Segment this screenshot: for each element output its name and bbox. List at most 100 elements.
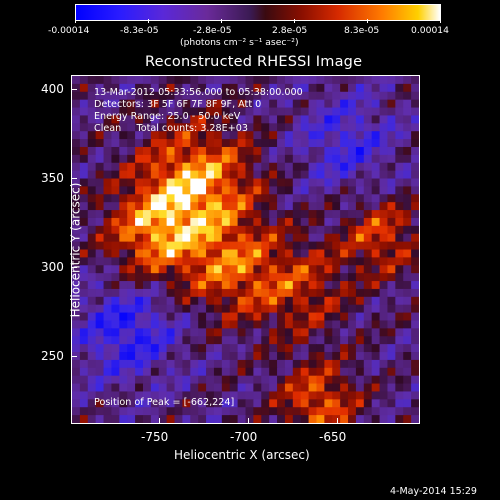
heatmap-cell	[206, 344, 215, 353]
heatmap-cell	[300, 312, 310, 321]
heatmap-cell	[269, 76, 278, 85]
heatmap-cell	[111, 336, 120, 345]
heatmap-cell	[340, 83, 349, 93]
heatmap-cell	[324, 225, 333, 235]
heatmap-cell	[166, 115, 176, 124]
heatmap-cell	[127, 273, 136, 282]
heatmap-cell	[245, 139, 254, 148]
heatmap-cell	[119, 115, 128, 124]
heatmap-cell	[269, 415, 278, 423]
heatmap-cell	[387, 383, 396, 392]
heatmap-cell	[387, 99, 396, 109]
heatmap-cell	[253, 170, 262, 180]
heatmap-cell	[213, 241, 223, 250]
heatmap-cell	[79, 131, 89, 140]
heatmap-cell	[316, 312, 325, 321]
heatmap-cell	[308, 186, 317, 195]
heatmap-cell	[182, 281, 191, 290]
heatmap-cell	[340, 162, 349, 172]
heatmap-cell	[79, 99, 89, 109]
heatmap-cell	[87, 146, 97, 156]
heatmap-cell	[174, 99, 183, 109]
heatmap-cell	[292, 91, 302, 101]
heatmap-cell	[316, 375, 325, 385]
heatmap-cell	[221, 265, 231, 274]
heatmap-cell	[300, 336, 310, 345]
heatmap-cell	[292, 257, 302, 266]
heatmap-cell	[198, 415, 207, 423]
heatmap-cell	[316, 249, 325, 258]
heatmap-cell	[79, 107, 89, 116]
heatmap-cell	[395, 257, 404, 266]
heatmap-cell	[308, 123, 317, 132]
heatmap-cell	[135, 265, 144, 274]
heatmap-cell	[387, 115, 396, 124]
heatmap-cell	[269, 399, 278, 408]
heatmap-cell	[103, 76, 112, 85]
heatmap-cell	[229, 210, 239, 219]
y-tick-mark	[71, 178, 77, 179]
heatmap-cell	[237, 186, 246, 195]
heatmap-cell	[229, 170, 239, 180]
heatmap-cell	[127, 115, 136, 124]
heatmap-cell	[284, 186, 294, 195]
heatmap-cell	[198, 320, 207, 329]
heatmap-cell	[395, 399, 404, 408]
heatmap-cell	[79, 399, 89, 408]
heatmap-cell	[119, 344, 128, 353]
heatmap-cell	[237, 383, 246, 392]
heatmap-cell	[371, 131, 381, 140]
heatmap-cell	[261, 99, 270, 109]
heatmap-cell	[316, 359, 325, 369]
heatmap-cell	[308, 328, 317, 337]
heatmap-cell	[72, 249, 81, 258]
heatmap-cell	[206, 225, 215, 235]
heatmap-cell	[363, 312, 373, 321]
heatmap-cell	[387, 170, 396, 180]
heatmap-cell	[79, 76, 89, 85]
heatmap-cell	[198, 265, 207, 274]
heatmap-cell	[316, 154, 325, 164]
heatmap-cell	[182, 146, 191, 156]
heatmap-cell	[261, 281, 270, 290]
heatmap-cell	[387, 328, 396, 337]
y-tick-label: 250	[41, 349, 64, 363]
heatmap-cell	[411, 312, 419, 321]
heatmap-cell	[87, 312, 97, 321]
heatmap-cell	[292, 210, 302, 219]
heatmap-cell	[229, 273, 239, 282]
heatmap-cell	[150, 359, 160, 369]
heatmap-cell	[95, 296, 105, 306]
heatmap-cell	[379, 304, 388, 314]
heatmap-cell	[253, 328, 262, 337]
heatmap-cell	[308, 304, 317, 314]
colorbar-tick-mark	[148, 19, 149, 23]
heatmap-cell	[284, 296, 294, 306]
heatmap-cell	[142, 186, 152, 195]
heatmap-cell	[79, 83, 89, 93]
heatmap-cell	[79, 415, 89, 423]
heatmap-cell	[300, 178, 310, 187]
heatmap-cell	[387, 304, 396, 314]
heatmap-cell	[253, 367, 262, 377]
heatmap-cell	[332, 281, 341, 290]
heatmap-cell	[229, 391, 239, 400]
heatmap-cell	[292, 131, 302, 140]
heatmap-cell	[79, 194, 89, 203]
heatmap-cell	[213, 91, 223, 101]
heatmap-cell	[277, 375, 286, 385]
heatmap-cell	[79, 391, 89, 400]
heatmap-cell	[229, 344, 239, 353]
heatmap-cell	[221, 154, 231, 164]
heatmap-cell	[253, 178, 262, 187]
heatmap-cell	[150, 91, 160, 101]
heatmap-cell	[221, 320, 231, 329]
heatmap-cell	[355, 83, 365, 93]
heatmap-cell	[403, 233, 412, 243]
heatmap-cell	[111, 91, 120, 101]
heatmap-cell	[261, 178, 270, 187]
heatmap-cell	[324, 83, 333, 93]
heatmap-cell	[158, 344, 168, 353]
heatmap-cell	[277, 194, 286, 203]
heatmap-cell	[411, 241, 419, 250]
